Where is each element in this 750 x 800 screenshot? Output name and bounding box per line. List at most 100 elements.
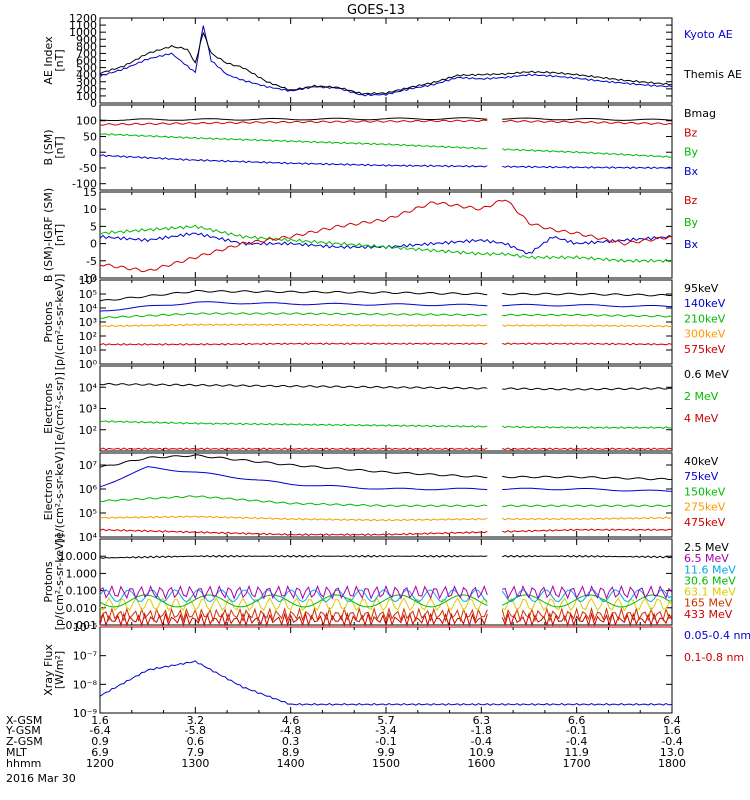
series-line-0.6-MeV xyxy=(502,387,673,391)
y-tick-label: 700 xyxy=(76,47,97,60)
series-line-63.1-MeV xyxy=(501,597,673,612)
legend: 40keV 75keV 150keV 275keV 475keV xyxy=(684,455,726,529)
x-axis-table: X-GSMY-GSMZ-GSMMLThhmm1.6-6.40.96.912003… xyxy=(5,714,686,770)
series-line-6.5-MeV xyxy=(99,584,488,600)
x-tick-value: 1300 xyxy=(181,757,209,770)
y-tick-label: 10⁶ xyxy=(79,483,98,496)
series-group xyxy=(99,454,673,536)
series-group xyxy=(99,626,673,706)
y-axis-label-line: [nT] xyxy=(53,136,66,158)
y-axis-label: B (SM)[nT] xyxy=(42,129,66,165)
x-row-label: hhmm xyxy=(6,757,41,770)
y-tick-label: 100 xyxy=(76,90,97,103)
y-tick-label: 10⁻⁸ xyxy=(73,678,98,691)
legend: Bz By Bx xyxy=(684,194,699,251)
series-line-Bmag xyxy=(502,117,672,121)
y-axis-label-line: [nT] xyxy=(53,224,66,246)
legend: 0.6 MeV 2 MeV 4 MeV xyxy=(684,368,729,425)
y-axis-label: B (SM)-IGRF (SM)[nT] xyxy=(42,188,66,282)
x-tick-value: -1.8 xyxy=(471,724,492,737)
series-line-63.1-MeV xyxy=(99,597,488,612)
series-line-0.6-MeV xyxy=(99,382,488,390)
y-tick-label: 10⁶ xyxy=(79,274,98,287)
y-tick-label: 10⁵ xyxy=(79,288,97,301)
x-tick-value: 11.9 xyxy=(564,746,589,759)
panel-2: -100 -50 0 50 100 B (SM)[nT] Bmag Bz By Bx xyxy=(42,104,716,191)
series-line-95keV xyxy=(99,289,488,302)
legend-entry: 165 MeV xyxy=(684,597,733,610)
series-line-165-MeV xyxy=(99,606,488,623)
y-tick-label: 1100 xyxy=(69,19,97,32)
series-line-2.5-MeV xyxy=(99,554,488,559)
legend: Bmag Bz By Bx xyxy=(684,107,716,178)
legend-entry: 575keV xyxy=(684,343,726,356)
y-axis-label-line: [W/m²] xyxy=(53,651,66,689)
y-axis-label-line: B (SM)-IGRF (SM) xyxy=(42,188,55,282)
series-line-275keV xyxy=(99,515,488,522)
x-tick-value: 1.6 xyxy=(663,724,681,737)
series-line-140keV xyxy=(502,303,672,308)
y-axis-label-line: Electrons xyxy=(42,469,55,520)
panels-group: 0100200300400500600700800900100011001200… xyxy=(42,12,750,720)
legend-entry: Bx xyxy=(684,165,699,178)
y-tick-label: 10⁻⁷ xyxy=(73,650,97,663)
x-tick-value: -4.8 xyxy=(280,724,301,737)
series-line-150keV xyxy=(99,495,488,508)
legend-entry: 40keV xyxy=(684,455,719,468)
panel-3: -10 -5 0 5 10 15 B (SM)-IGRF (SM)[nT] Bz By Bx xyxy=(42,186,699,285)
series-line-433-MeV xyxy=(99,611,488,627)
series-line-2.5-MeV xyxy=(501,554,673,559)
y-tick-label: 100 xyxy=(76,115,97,128)
y-axis-label: Electrons[e/(cm²-s-sr-keV)] xyxy=(42,447,66,543)
legend-entry: 30.6 MeV xyxy=(684,574,736,587)
legend-entry: 0.6 MeV xyxy=(684,368,729,381)
x-row-label: X-GSM xyxy=(6,714,42,727)
x-tick-value: -6.4 xyxy=(89,724,110,737)
y-tick-label: 0.010 xyxy=(66,602,98,615)
legend-entry: 11.6 MeV xyxy=(684,563,736,576)
y-axis-label: Xray Flux[W/m²] xyxy=(42,644,66,696)
series-line-300keV xyxy=(99,323,488,328)
legend-entry: 2.5 MeV xyxy=(684,541,729,554)
series-group xyxy=(99,199,673,273)
panel-7: 0.0010.0100.1001.00010.000Protons[p/(cm²… xyxy=(42,534,736,632)
series-line-Bx xyxy=(99,154,488,168)
y-tick-label: 300 xyxy=(76,76,97,89)
legend-entry: By xyxy=(684,146,699,159)
series-line-433-MeV xyxy=(501,611,673,627)
y-tick-label: 10⁷ xyxy=(79,459,97,472)
legend-entry: 275keV xyxy=(684,501,726,514)
y-axis-label-line: [p/(cm²-s-sr-keV)] xyxy=(53,274,66,371)
x-tick-value: -0.1 xyxy=(375,735,396,748)
legend-entry: 63.1 MeV xyxy=(684,586,736,599)
chart-title: GOES-13 xyxy=(347,3,405,18)
y-tick-label: 10² xyxy=(79,424,97,437)
legend-entry: Kyoto AE xyxy=(684,28,733,41)
y-ticks: 0.001 0.010 0.100 1.000 10.000 xyxy=(59,550,672,632)
y-tick-label: 0 xyxy=(90,146,97,159)
y-tick-label: 10⁴ xyxy=(79,302,98,315)
series-line-11.6-MeV xyxy=(99,589,488,603)
y-tick-label: 10² xyxy=(79,330,97,343)
x-tick-value: 0.9 xyxy=(91,735,109,748)
y-tick-label: 0 xyxy=(90,238,97,251)
y-tick-label: 400 xyxy=(76,69,97,82)
y-tick-label: 0 xyxy=(90,97,97,110)
series-line-165-MeV xyxy=(501,606,673,623)
series-group xyxy=(99,289,673,346)
y-axis-label-line: Electrons xyxy=(42,383,55,434)
legend-entry: By xyxy=(684,216,699,229)
x-tick-value: -3.4 xyxy=(375,724,396,737)
series-group xyxy=(99,554,673,627)
x-row-label: MLT xyxy=(6,746,27,759)
series-line-75keV xyxy=(502,487,673,492)
series-line-40keV xyxy=(502,475,673,481)
x-tick-value: 1800 xyxy=(658,757,686,770)
y-tick-label: -10 xyxy=(79,272,97,285)
x-tick-value: 3.2 xyxy=(187,714,205,727)
legend: 95keV 140keV 210keV 300keV 575keV xyxy=(684,282,726,356)
y-axis-label-line: AE Index xyxy=(42,36,55,85)
legend-entry: 433 MeV xyxy=(684,608,733,621)
series-line-575keV xyxy=(99,342,488,346)
y-tick-label: 1.000 xyxy=(66,567,98,580)
